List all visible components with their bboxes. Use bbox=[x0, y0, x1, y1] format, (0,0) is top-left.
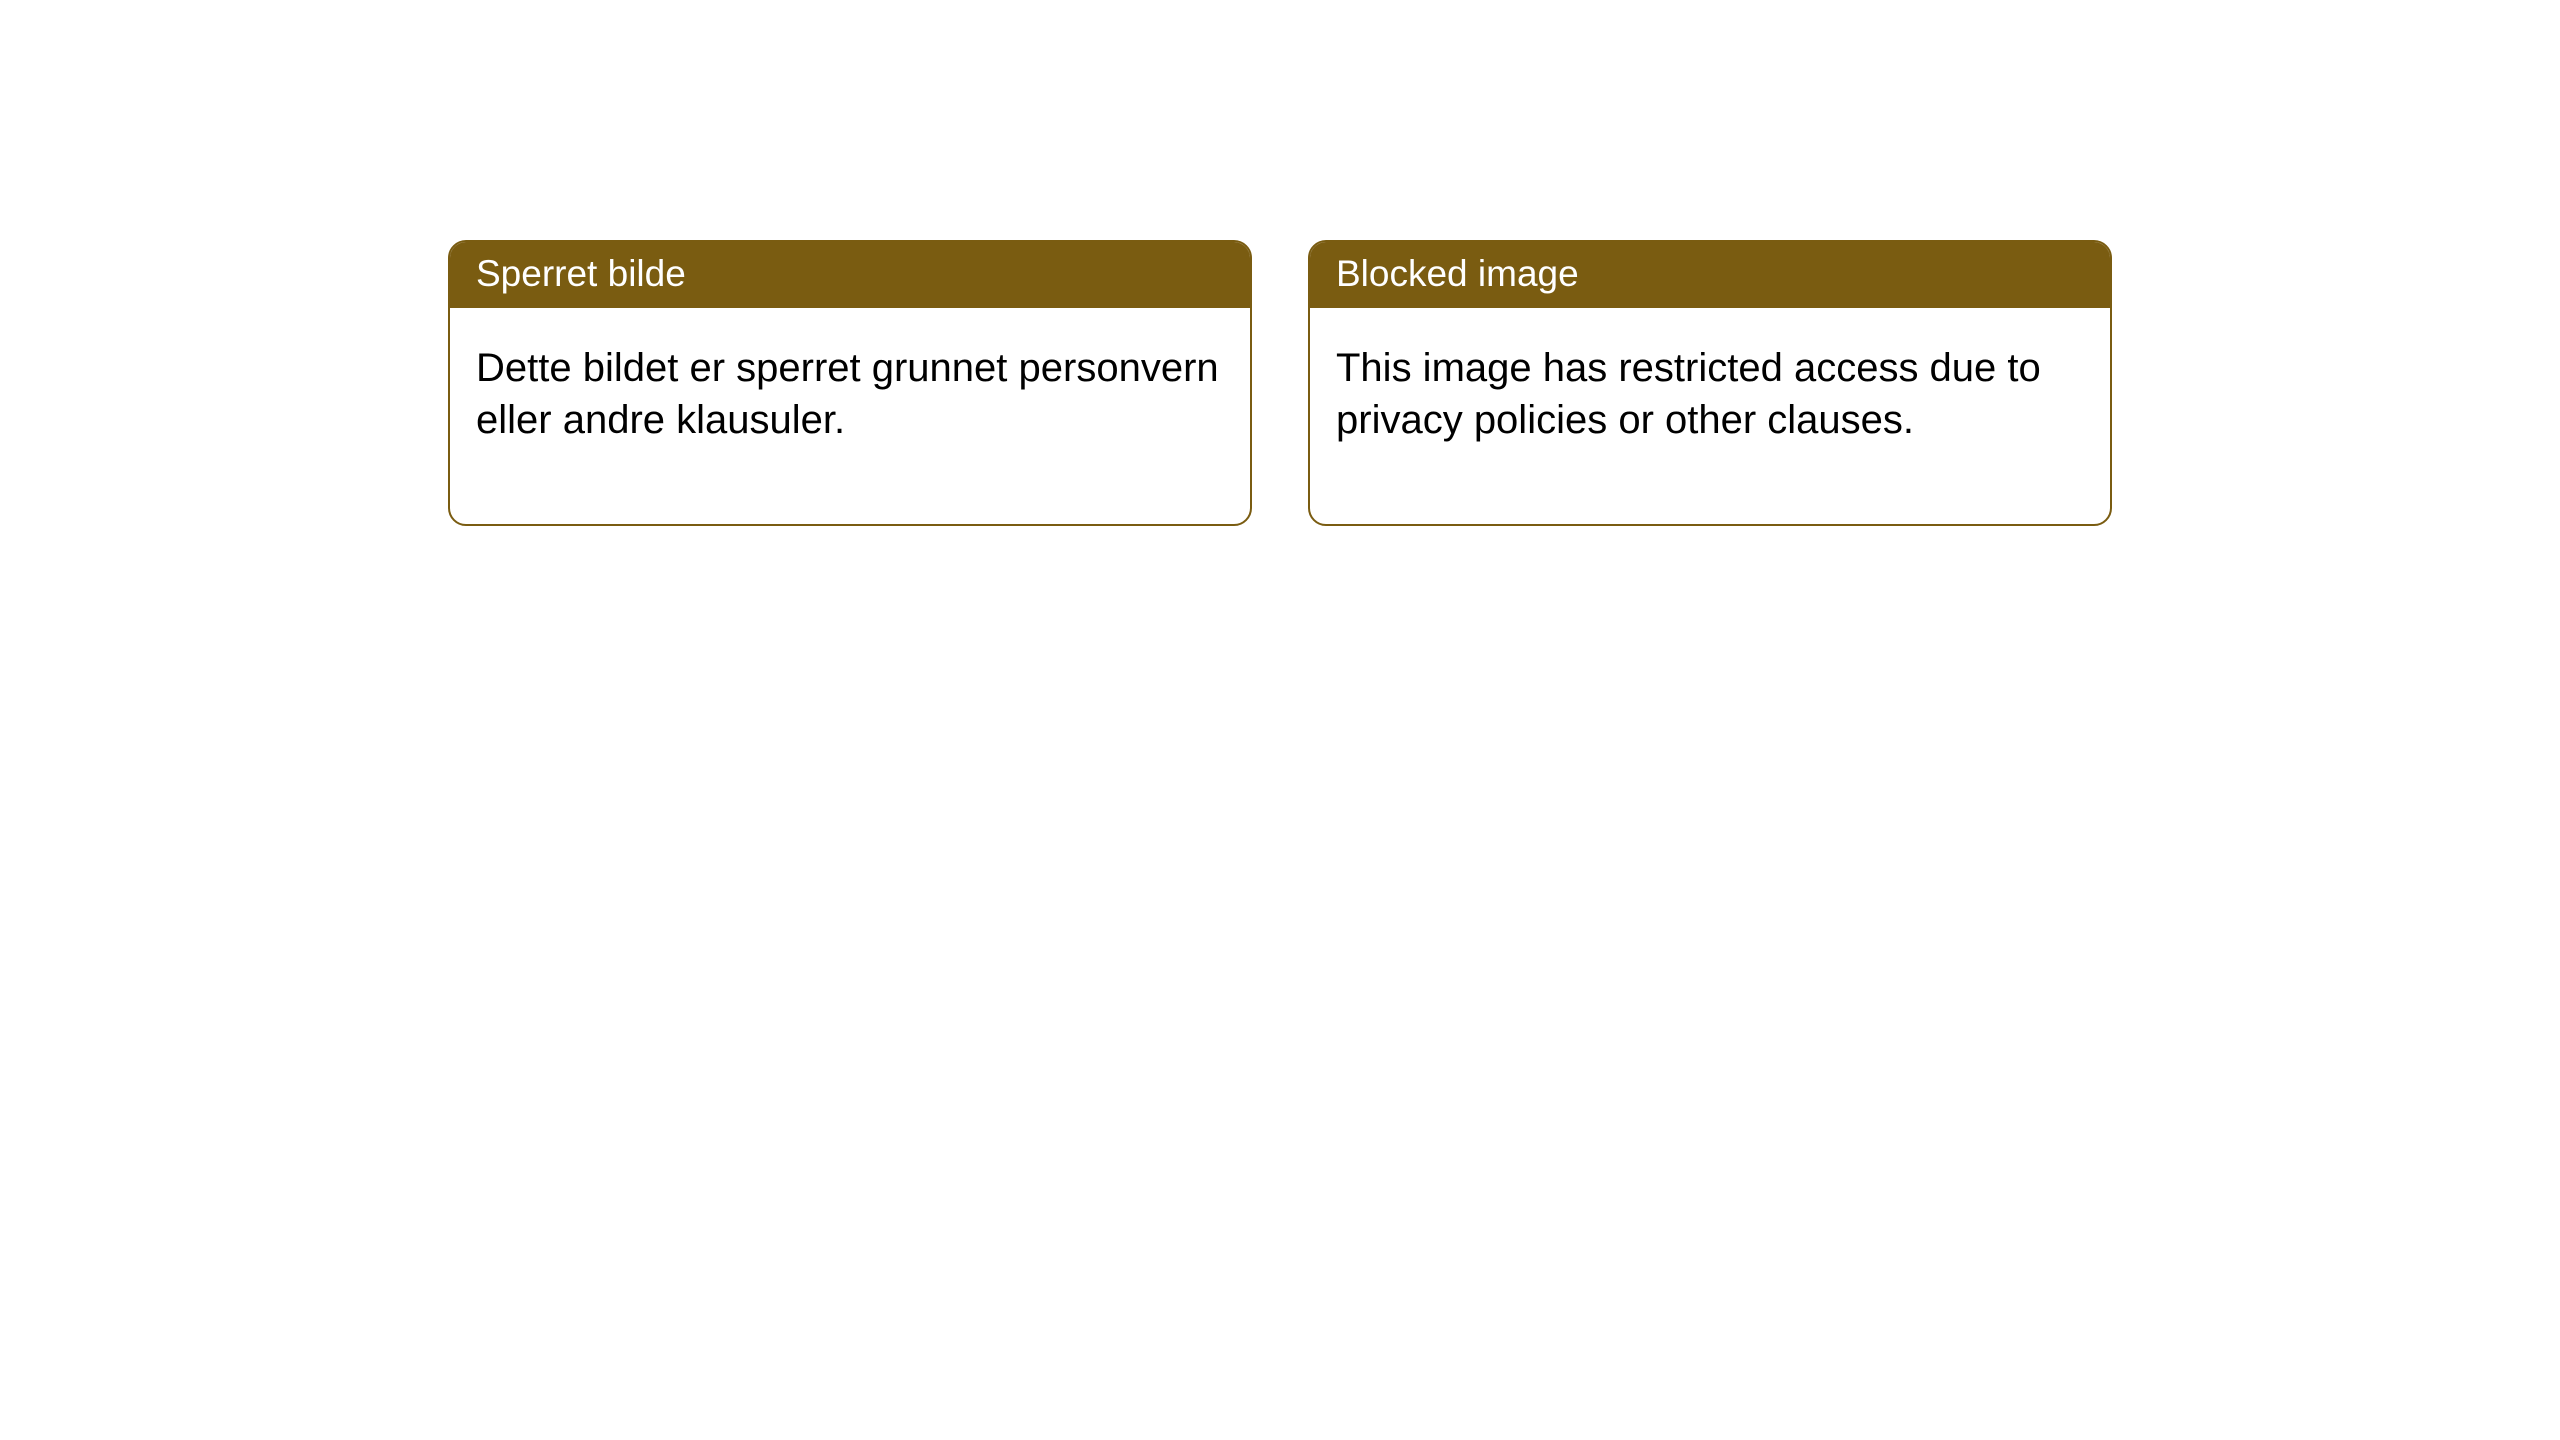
notice-card-english: Blocked image This image has restricted … bbox=[1308, 240, 2112, 526]
notice-header-english: Blocked image bbox=[1310, 242, 2110, 308]
notice-card-norwegian: Sperret bilde Dette bildet er sperret gr… bbox=[448, 240, 1252, 526]
notice-body-norwegian: Dette bildet er sperret grunnet personve… bbox=[450, 308, 1250, 524]
notice-container: Sperret bilde Dette bildet er sperret gr… bbox=[448, 240, 2112, 526]
notice-body-english: This image has restricted access due to … bbox=[1310, 308, 2110, 524]
notice-header-norwegian: Sperret bilde bbox=[450, 242, 1250, 308]
